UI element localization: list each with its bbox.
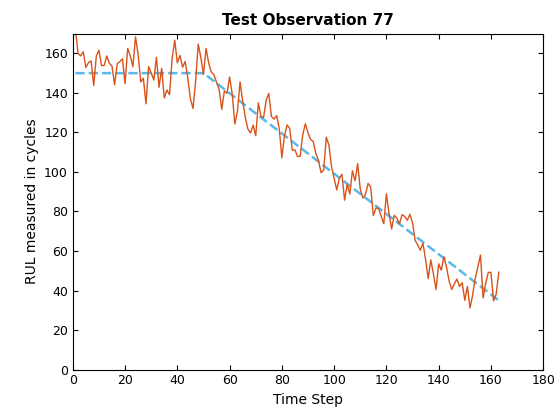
Y-axis label: RUL measured in cycles: RUL measured in cycles xyxy=(25,119,39,284)
Title: Test Observation 77: Test Observation 77 xyxy=(222,13,394,28)
X-axis label: Time Step: Time Step xyxy=(273,393,343,407)
